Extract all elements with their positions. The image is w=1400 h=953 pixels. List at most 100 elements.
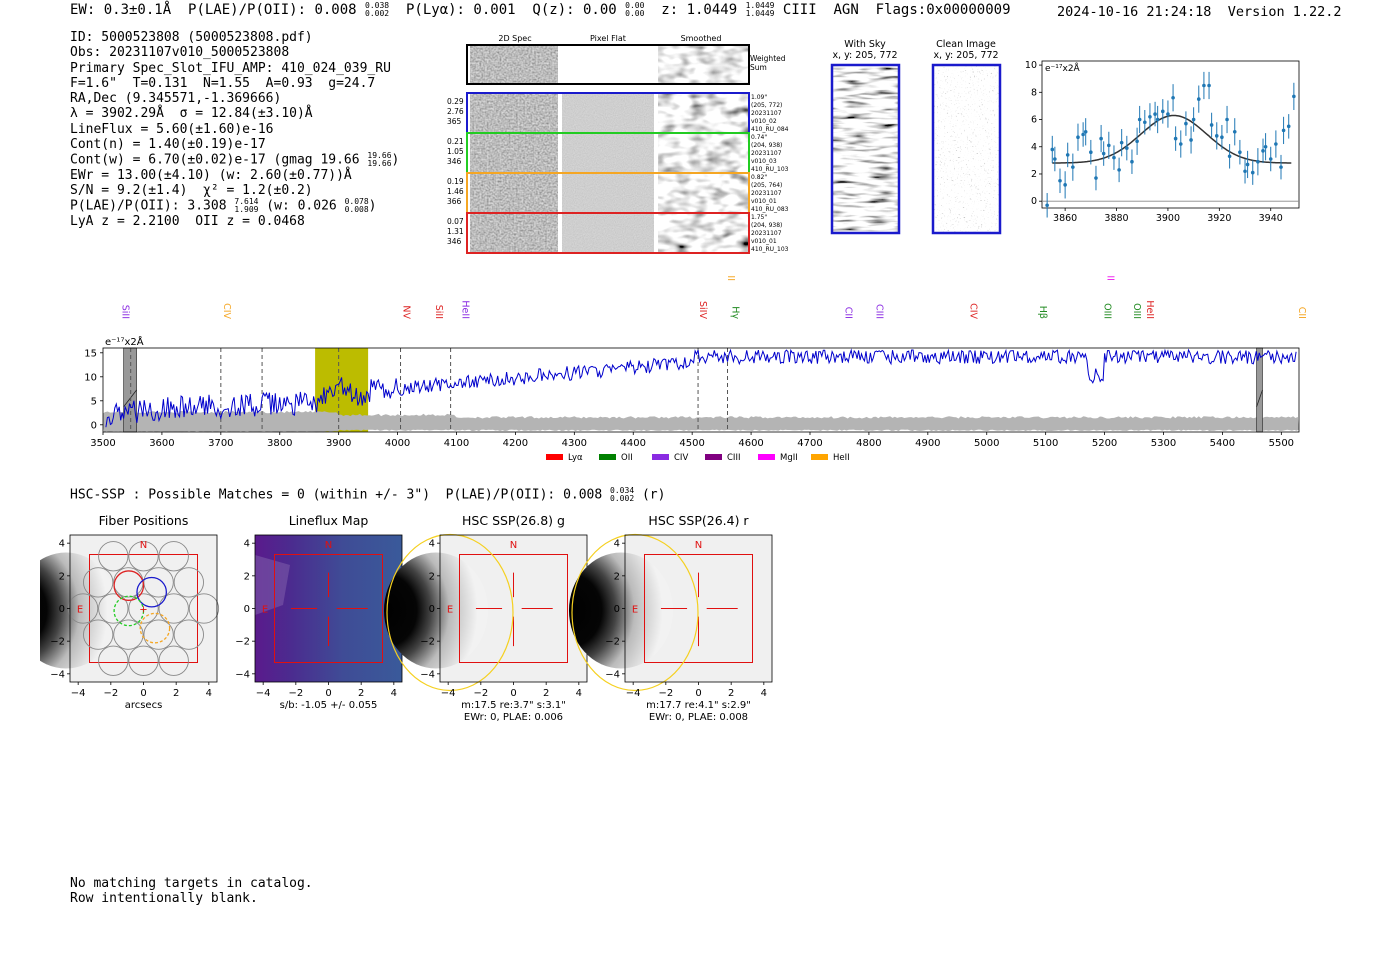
detection-info: ID: 5000523808 (5000523808.pdf) Obs: 202… [70, 30, 399, 229]
hsc-y-tick-label: 0 [59, 604, 65, 615]
fiber-id: 365 [447, 117, 462, 126]
fiber-meta: v010_01 [751, 198, 777, 205]
fit-frame [1041, 60, 1300, 209]
legend-swatch [599, 454, 616, 460]
fit-data-point [1189, 138, 1193, 142]
legend-swatch [652, 454, 669, 460]
fit-data-point [1076, 135, 1080, 140]
east-label: E [77, 605, 83, 616]
spec-x-tick-label: 4800 [856, 438, 881, 449]
lineflux-image [255, 535, 402, 682]
fiber-id: 346 [447, 237, 462, 246]
fiber-meta: 410_RU_084 [751, 126, 789, 133]
hsc-panel: Lineflux Map N E −4 −4 −2 −2 0 0 2 2 4 4 s/b: -1.05 +… [235, 513, 403, 711]
fiber-smooth [658, 174, 748, 212]
fiber-snr: 2.76 [447, 107, 464, 116]
clean-image-frame [931, 63, 1002, 235]
hsc-caption-2: EWr: 0, PLAE: 0.008 [649, 712, 748, 723]
line-label: OIII [1102, 303, 1113, 319]
legend-label: CIV [674, 453, 688, 463]
fiber-meta: v010_03 [751, 158, 777, 165]
spec-x-tick-label: 5200 [1092, 438, 1117, 449]
fit-data-point [1214, 134, 1219, 138]
fiber-2d [470, 214, 558, 252]
legend-swatch [705, 454, 722, 460]
hsc-x-tick-label: −2 [658, 688, 673, 699]
hsc-x-tick-label: 0 [510, 688, 516, 699]
hsc-y-tick-label: 4 [244, 539, 250, 550]
fit-data-point [1171, 95, 1175, 100]
fit-data-point [1225, 117, 1229, 122]
fiber-circle [98, 645, 129, 676]
hsc-y-tick-label: −4 [235, 669, 250, 680]
hsc-x-tick-label: 4 [761, 688, 767, 699]
fit-y-tick-label: 0 [1031, 196, 1037, 207]
north-label: N [695, 540, 702, 551]
fit-data-point [1135, 139, 1139, 144]
info-plae: P(LAE)/P(OII): 3.308 7.614 1.909 (w: 0.02… [70, 197, 377, 215]
fit-data-point [1143, 120, 1147, 125]
spec-x-tick-label: 5000 [974, 438, 999, 449]
spec-y-tick-label: 5 [91, 396, 97, 407]
timestamp-version: 2024-10-16 21:24:18 Version 1.22.2 [1057, 4, 1342, 20]
spec-x-tick-label: 4900 [915, 438, 940, 449]
fiber-meta: 0.74" [751, 134, 767, 141]
fiber-meta: 20231107 [751, 150, 782, 157]
version: Version 1.22.2 [1227, 4, 1342, 20]
galaxy-blob [569, 552, 673, 669]
weighted-label: Weighted [750, 54, 786, 63]
hsc-x-tick-label: −2 [103, 688, 118, 699]
fiber-snr: 1.05 [447, 147, 464, 156]
hsc-y-tick-label: −4 [50, 669, 65, 680]
fiber-circle [98, 593, 129, 624]
fiber-circle [98, 541, 129, 572]
spec-unit-label: e⁻¹⁷x2Å [105, 335, 144, 348]
fiber-smooth [658, 94, 748, 132]
fit-data-point [1238, 150, 1242, 154]
fiber-meta: 20231107 [751, 230, 782, 237]
info-ewr: EWr = 13.00(±4.10) (w: 2.60(±0.77))Å [70, 167, 352, 183]
hsc-caption-2: EWr: 0, PLAE: 0.006 [464, 712, 563, 723]
line-fit-chart: 3860 3880 3900 3920 3940 0 2 4 6 8 10 e⁻¹⁷x2Å [1025, 60, 1300, 224]
spec-x-tick-label: 5500 [1269, 438, 1294, 449]
hsc-y-tick-label: −4 [420, 669, 435, 680]
line-label: NV [401, 305, 412, 319]
fit-data-point [1166, 112, 1170, 116]
fiber-meta: 410_RU_103 [751, 166, 789, 173]
hsc-x-tick-label: 0 [325, 688, 331, 699]
hsc-panel-title: Fiber Positions [99, 513, 189, 528]
fit-data-point [1173, 136, 1178, 141]
fiber-flat [562, 94, 654, 132]
spec-x-tick-label: 4700 [797, 438, 822, 449]
fit-data-point [1099, 136, 1103, 141]
spec-x-tick-label: 5100 [1033, 438, 1058, 449]
hsc-panel-title: Lineflux Map [289, 513, 369, 528]
legend-label: OII [621, 453, 633, 463]
spectrum-frame [102, 347, 1300, 433]
plae-hi: 0.038 [365, 1, 390, 10]
fit-data-point [1281, 128, 1286, 133]
aperture-box [459, 554, 568, 663]
spec-x-tick-label: 5400 [1210, 438, 1235, 449]
datetime: 2024-10-16 21:24:18 [1057, 4, 1212, 20]
hsc-y-tick-label: 0 [429, 604, 435, 615]
fiber-circle [158, 541, 189, 572]
hsc-y-tick-label: 0 [614, 604, 620, 615]
hsc-x-tick-label: 2 [543, 688, 549, 699]
fiber-meta: 1.75" [751, 214, 767, 221]
spec-x-tick-label: 3900 [326, 438, 351, 449]
fit-data-point [1286, 124, 1291, 129]
hsc-y-tick-label: −2 [50, 637, 65, 648]
info-lambda: λ = 3902.29Å σ = 12.84(±3.10)Å [70, 106, 313, 122]
ccd-images: With Sky x, y: 205, 772 Clean Image x, y… [830, 39, 1002, 235]
fiber-2d [470, 174, 558, 212]
col-pixel-flat: Pixel Flat [590, 34, 626, 43]
fit-y-tick-label: 4 [1031, 142, 1037, 153]
fit-data-point [1045, 203, 1049, 208]
fit-data-point [1053, 157, 1057, 161]
hsc-y-tick-label: 2 [429, 571, 435, 582]
fit-x-tick-label: 3920 [1207, 213, 1231, 224]
